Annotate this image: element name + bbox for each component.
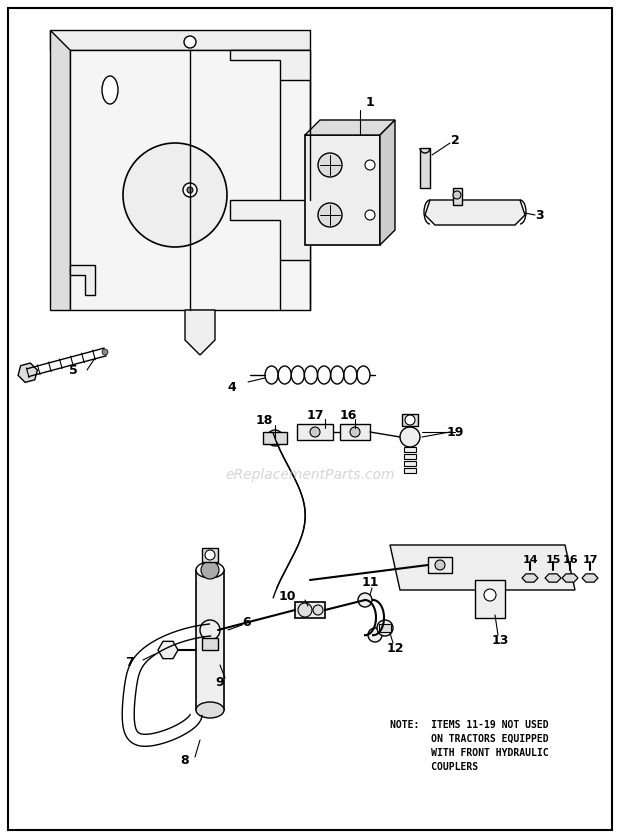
Polygon shape bbox=[545, 574, 561, 582]
Text: 18: 18 bbox=[255, 413, 273, 427]
Circle shape bbox=[183, 183, 197, 197]
Text: 9: 9 bbox=[216, 675, 224, 689]
Circle shape bbox=[313, 605, 323, 615]
Text: 8: 8 bbox=[180, 753, 189, 767]
Circle shape bbox=[200, 620, 220, 640]
Text: eReplacementParts.com: eReplacementParts.com bbox=[225, 468, 395, 482]
Circle shape bbox=[318, 203, 342, 227]
Text: 13: 13 bbox=[491, 634, 508, 646]
Bar bbox=[404, 468, 416, 473]
Bar bbox=[404, 461, 416, 466]
Polygon shape bbox=[158, 641, 178, 659]
Circle shape bbox=[365, 210, 375, 220]
Ellipse shape bbox=[196, 702, 224, 718]
Circle shape bbox=[201, 561, 219, 579]
Circle shape bbox=[184, 36, 196, 48]
Text: 14: 14 bbox=[522, 555, 538, 565]
Polygon shape bbox=[453, 188, 462, 205]
Circle shape bbox=[435, 560, 445, 570]
Text: 16: 16 bbox=[562, 555, 578, 565]
Ellipse shape bbox=[196, 562, 224, 578]
Text: 1: 1 bbox=[366, 96, 374, 110]
Polygon shape bbox=[380, 120, 395, 245]
Text: 15: 15 bbox=[546, 555, 560, 565]
Circle shape bbox=[400, 427, 420, 447]
Circle shape bbox=[310, 427, 320, 437]
Text: 4: 4 bbox=[228, 380, 236, 394]
Bar bbox=[404, 447, 416, 452]
Circle shape bbox=[205, 550, 215, 560]
Circle shape bbox=[484, 589, 496, 601]
Circle shape bbox=[358, 593, 372, 607]
Polygon shape bbox=[50, 30, 70, 310]
Circle shape bbox=[350, 427, 360, 437]
Text: 12: 12 bbox=[386, 642, 404, 654]
Circle shape bbox=[453, 191, 461, 199]
Bar bbox=[475, 580, 505, 618]
Circle shape bbox=[187, 187, 193, 193]
Bar bbox=[402, 414, 418, 426]
Polygon shape bbox=[50, 30, 310, 50]
Text: 17: 17 bbox=[582, 555, 598, 565]
Polygon shape bbox=[196, 570, 224, 710]
Text: COUPLERS: COUPLERS bbox=[390, 762, 478, 772]
Circle shape bbox=[365, 160, 375, 170]
Bar bbox=[202, 638, 218, 650]
Bar bbox=[297, 424, 333, 440]
Bar bbox=[263, 432, 287, 444]
Circle shape bbox=[123, 143, 227, 247]
Text: 6: 6 bbox=[242, 615, 251, 628]
Text: NOTE:  ITEMS 11-19 NOT USED: NOTE: ITEMS 11-19 NOT USED bbox=[390, 720, 549, 730]
Polygon shape bbox=[185, 310, 215, 355]
Polygon shape bbox=[562, 574, 578, 582]
Polygon shape bbox=[305, 135, 380, 245]
Text: 16: 16 bbox=[339, 408, 356, 422]
Text: ON TRACTORS EQUIPPED: ON TRACTORS EQUIPPED bbox=[390, 734, 549, 744]
Polygon shape bbox=[230, 200, 310, 260]
Bar bbox=[404, 454, 416, 459]
Bar bbox=[295, 602, 325, 618]
Polygon shape bbox=[305, 120, 395, 135]
Text: 7: 7 bbox=[126, 655, 135, 669]
Text: WITH FRONT HYDRAULIC: WITH FRONT HYDRAULIC bbox=[390, 748, 549, 758]
Text: 2: 2 bbox=[451, 133, 459, 147]
Text: 5: 5 bbox=[69, 364, 78, 376]
Bar bbox=[428, 557, 452, 573]
Circle shape bbox=[267, 430, 283, 446]
Circle shape bbox=[405, 415, 415, 425]
Text: 10: 10 bbox=[278, 589, 296, 603]
Text: 19: 19 bbox=[446, 426, 464, 438]
Circle shape bbox=[202, 622, 218, 638]
Polygon shape bbox=[420, 148, 430, 188]
Bar bbox=[379, 624, 391, 632]
Polygon shape bbox=[425, 200, 525, 225]
Polygon shape bbox=[18, 363, 37, 382]
Polygon shape bbox=[202, 548, 218, 562]
Ellipse shape bbox=[102, 76, 118, 104]
Text: 17: 17 bbox=[306, 408, 324, 422]
Polygon shape bbox=[522, 574, 538, 582]
Text: 11: 11 bbox=[361, 576, 379, 588]
Circle shape bbox=[318, 153, 342, 177]
Polygon shape bbox=[390, 545, 575, 590]
Circle shape bbox=[368, 628, 382, 642]
Polygon shape bbox=[230, 50, 310, 80]
Circle shape bbox=[102, 349, 108, 355]
Circle shape bbox=[298, 603, 312, 617]
Polygon shape bbox=[70, 50, 310, 310]
Bar bbox=[340, 424, 370, 440]
Polygon shape bbox=[70, 265, 95, 295]
Circle shape bbox=[377, 620, 393, 636]
Text: 3: 3 bbox=[536, 209, 544, 221]
Polygon shape bbox=[582, 574, 598, 582]
